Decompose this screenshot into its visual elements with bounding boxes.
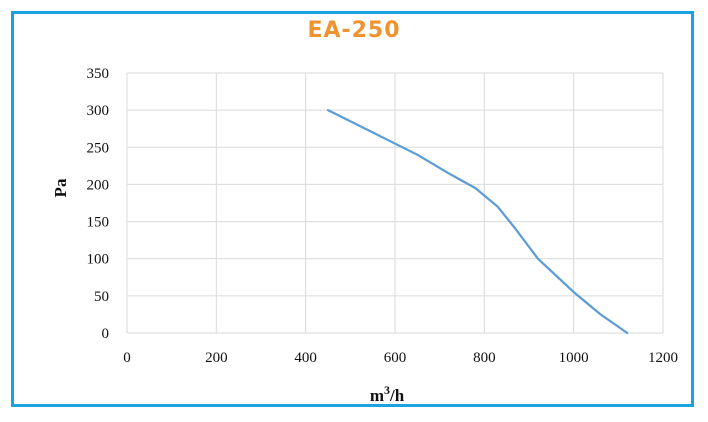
chart-frame (11, 11, 694, 407)
x-axis-label-base: m (370, 386, 384, 405)
series-group (326, 108, 629, 335)
grid-lines (126, 72, 664, 334)
y-tick-label: 350 (87, 66, 110, 82)
y-tick-label: 150 (87, 215, 110, 231)
x-axis-label-sup: 3 (384, 383, 390, 397)
y-tick-labels: 0 50 100 150 200 250 300 350 (87, 66, 110, 342)
x-tick-label: 1200 (648, 350, 678, 366)
y-tick-label: 0 (102, 326, 110, 342)
y-tick-label: 250 (87, 140, 110, 156)
y-axis-label: Pa (51, 178, 70, 197)
x-tick-labels: 0 200 400 600 800 1000 1200 (123, 350, 678, 366)
x-axis-label: m3/h (370, 383, 405, 405)
x-tick-label: 200 (205, 350, 228, 366)
series-line (326, 108, 629, 335)
y-tick-label: 200 (87, 177, 110, 193)
x-tick-label: 1000 (559, 350, 589, 366)
x-tick-label: 600 (384, 350, 407, 366)
x-tick-label: 400 (294, 350, 317, 366)
x-tick-label: 800 (473, 350, 496, 366)
chart-title: EA-250 (307, 18, 401, 43)
x-axis-label-tail: /h (389, 386, 405, 405)
y-tick-label: 300 (87, 103, 110, 119)
y-tick-label: 50 (94, 289, 109, 305)
x-tick-label: 0 (123, 350, 131, 366)
y-tick-label: 100 (87, 252, 110, 268)
